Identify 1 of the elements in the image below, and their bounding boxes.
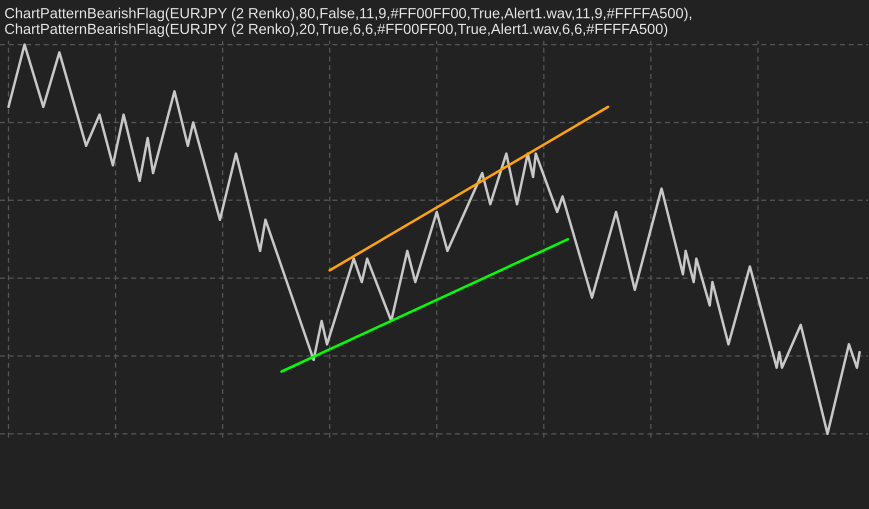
chart-title: ChartPatternBearishFlag(EURJPY (2 Renko),80,False,11,9,#FF00FF00,True,Alert1.wav,11,9,#FFFFA500), ChartPatternBearishFlag(EURJPY (2 Renko),20,True,6,6,#FF00FF00,True,Alert1.wav,6,6,#FFFFA500)	[5, 8, 692, 37]
